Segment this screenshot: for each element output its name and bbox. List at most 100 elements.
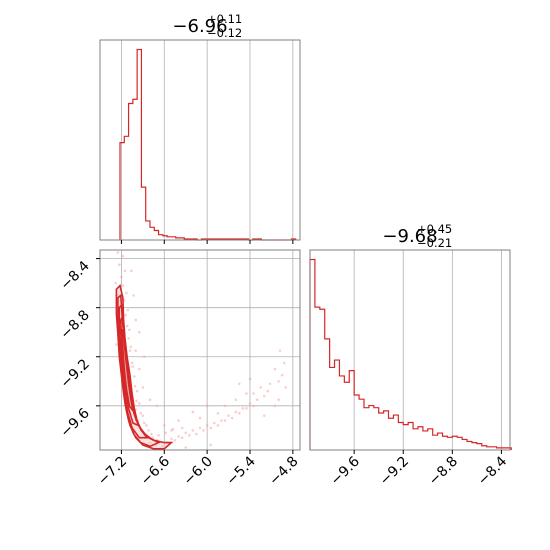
scatter-point	[245, 406, 248, 410]
scatter-point	[230, 416, 234, 420]
title-bottom-right-median: −9.68	[382, 226, 437, 247]
scatter-point	[177, 435, 180, 438]
scatter-point	[150, 432, 153, 436]
scatter-point	[132, 294, 135, 297]
x-tick-label: −4.8	[266, 454, 301, 489]
scatter-point	[123, 269, 127, 273]
scatter-point	[237, 382, 241, 386]
scatter-point	[137, 402, 141, 405]
scatter-point	[198, 416, 202, 420]
scatter-point	[133, 384, 137, 388]
scatter-point	[125, 291, 128, 295]
scatter-point	[129, 345, 133, 349]
scatter-point	[223, 419, 227, 422]
scatter-point	[127, 337, 130, 340]
scatter-point	[268, 382, 272, 386]
scatter-point	[220, 419, 223, 422]
scatter-point	[134, 349, 138, 352]
scatter-point	[127, 328, 131, 332]
scatter-point	[125, 324, 129, 328]
y-tick-label: −9.2	[57, 356, 92, 391]
grid-bottom-right	[353, 250, 502, 450]
scatter-point	[115, 343, 118, 346]
scatter-point	[180, 436, 184, 440]
x-tick-label: −5.4	[223, 453, 258, 488]
scatter-point	[259, 386, 263, 389]
title-bottom-right-minus: −0.21	[417, 236, 452, 250]
histogram-top-left	[119, 48, 297, 241]
scatter-point	[273, 404, 277, 408]
grid-bottom-left	[100, 250, 300, 450]
scatter-point	[132, 375, 136, 378]
scatter-point	[277, 379, 280, 383]
scatter-point	[280, 373, 284, 377]
scatter-point	[255, 398, 259, 401]
scatter-point	[241, 406, 245, 410]
scatter-point	[148, 398, 152, 401]
scatter-point	[234, 410, 238, 414]
scatter-point	[116, 251, 120, 254]
scatter-point	[114, 281, 118, 285]
title-top-left-minus: −0.12	[207, 26, 242, 40]
scatter-point	[120, 275, 123, 279]
scatter-point	[155, 404, 159, 408]
frame-top-left	[99, 39, 301, 241]
scatter-point	[277, 398, 280, 401]
title-bottom-right: −9.68	[382, 226, 437, 247]
histogram-bottom-right	[309, 258, 512, 450]
scatter-point	[173, 438, 177, 442]
title-top-left-median: −6.96	[172, 16, 227, 37]
scatter-point	[162, 424, 166, 427]
scatter-point	[252, 392, 255, 395]
scatter-points	[114, 251, 288, 451]
title-top-left-plus: +0.11	[207, 12, 242, 26]
x-tick-label: −6.6	[138, 453, 173, 488]
scatter-point	[248, 402, 252, 405]
scatter-point	[245, 392, 248, 395]
scatter-point	[227, 414, 230, 417]
scatter-point	[139, 411, 143, 415]
scatter-point	[130, 361, 134, 365]
frame-bottom-left	[99, 249, 301, 451]
scatter-point	[216, 424, 220, 427]
scatter-point	[177, 419, 180, 422]
scatter-point	[180, 426, 184, 430]
scatter-point	[142, 421, 146, 425]
y-tick-label: −8.8	[57, 307, 92, 342]
scatter-point	[184, 431, 188, 435]
scatter-point	[130, 269, 133, 273]
scatter-point	[212, 421, 216, 425]
scatter-point	[278, 349, 282, 352]
x-tick-label: −6.0	[181, 454, 216, 489]
xticks-bottom-right: −9.6 −9.2 −8.8 −8.4	[328, 450, 510, 489]
scatter-point	[191, 410, 195, 414]
scatter-point	[191, 429, 195, 432]
contour-line	[120, 329, 134, 412]
scatter-point	[205, 424, 209, 427]
scatter-point	[147, 429, 150, 432]
grid-top-left	[121, 40, 294, 240]
scatter-point	[126, 308, 130, 312]
yticks-bottom-left: −8.4 −8.8 −9.2 −9.6	[57, 258, 100, 441]
panel-bottom-right: −9.68 +0.45 −0.21 −9.6 −9.2 −8.8 −8.4	[309, 222, 512, 489]
frame-bottom-right	[309, 249, 511, 451]
scatter-point	[237, 411, 241, 415]
scatter-point	[209, 443, 213, 447]
xticks-top-left	[120, 240, 294, 244]
scatter-point	[171, 427, 175, 431]
x-tick-label: −8.8	[426, 454, 461, 489]
scatter-point	[262, 414, 266, 417]
scatter-point	[141, 386, 145, 389]
scatter-point	[121, 254, 125, 258]
scatter-point	[134, 318, 138, 322]
scatter-point	[216, 411, 220, 415]
title-top-left: −6.96	[172, 16, 227, 37]
scatter-point	[202, 429, 205, 432]
x-tick-label: −8.4	[475, 453, 510, 488]
scatter-point	[266, 389, 270, 393]
scatter-point	[252, 404, 255, 408]
scatter-point	[164, 431, 168, 435]
scatter-point	[135, 399, 138, 403]
scatter-point	[135, 389, 139, 393]
